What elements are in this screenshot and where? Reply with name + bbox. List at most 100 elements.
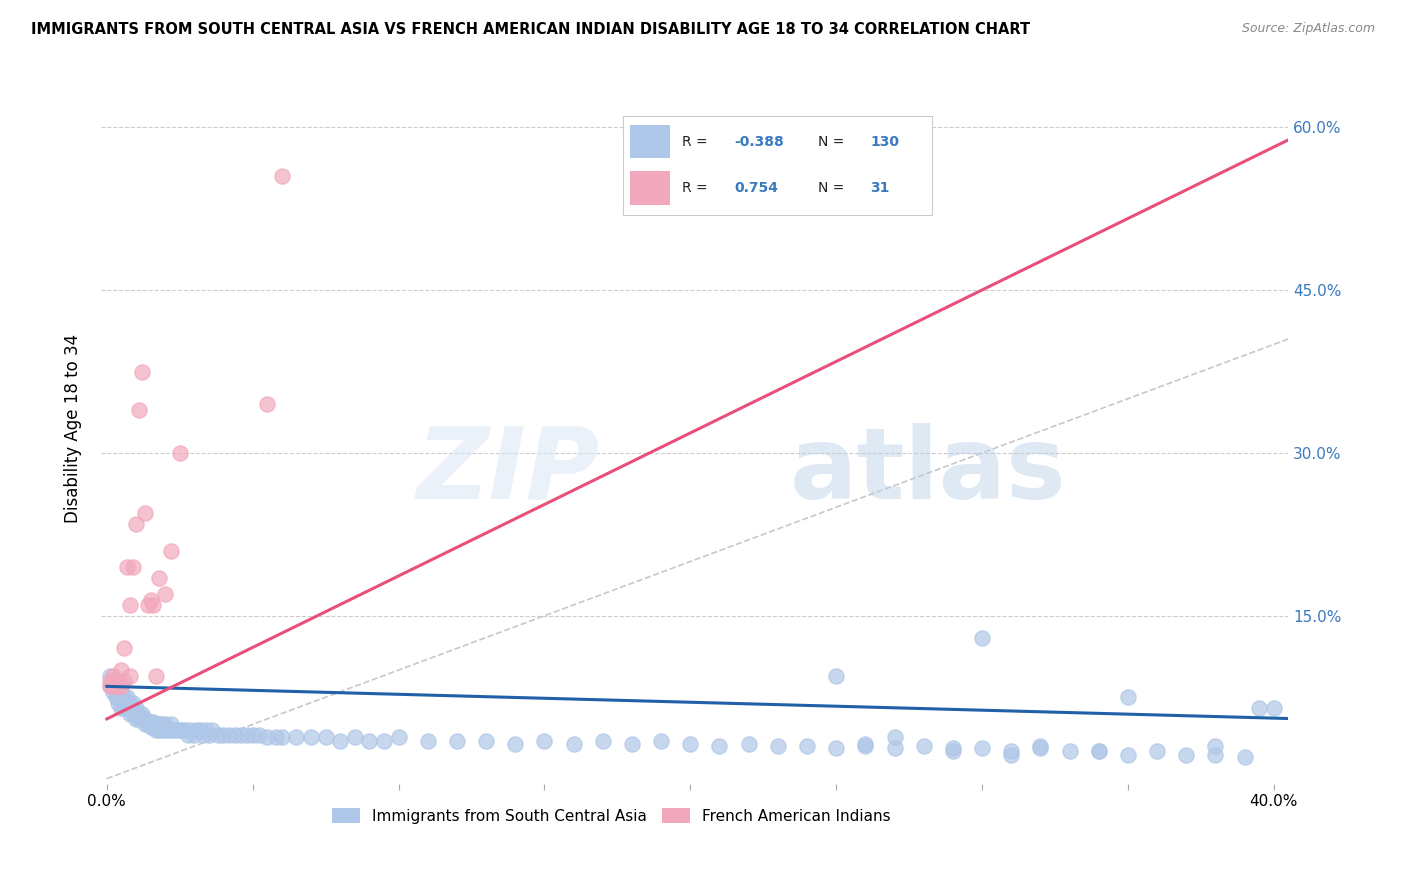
Point (766, 739, 789, 753)
Point (110, 701, 132, 715)
Point (150, 723, 173, 737)
Point (533, 733, 555, 747)
Point (359, 733, 381, 747)
Point (122, 701, 145, 715)
Point (120, 706, 142, 721)
Point (285, 731, 308, 745)
Point (115, 560, 138, 574)
Point (128, 402, 150, 417)
Point (125, 516, 148, 531)
Point (224, 728, 246, 742)
Point (142, 715, 165, 730)
Point (104, 673, 127, 688)
Point (107, 673, 129, 688)
Point (186, 723, 208, 737)
Point (201, 723, 224, 737)
Point (825, 741, 848, 756)
Point (122, 706, 145, 721)
Point (256, 397, 278, 411)
Point (1087, 744, 1109, 758)
Point (796, 739, 818, 753)
Point (562, 737, 585, 751)
Point (1205, 739, 1227, 753)
Point (122, 696, 145, 710)
Point (142, 598, 165, 612)
Point (104, 679, 127, 693)
Point (110, 690, 132, 705)
Point (177, 728, 200, 742)
Point (264, 731, 287, 745)
Point (104, 690, 127, 705)
Point (110, 663, 132, 677)
Point (107, 679, 129, 693)
Point (125, 706, 148, 721)
Point (101, 679, 124, 693)
Point (169, 723, 191, 737)
Point (242, 728, 264, 742)
Point (1146, 744, 1168, 758)
Point (128, 712, 150, 726)
Point (942, 741, 965, 756)
Point (188, 723, 211, 737)
Point (148, 571, 170, 585)
Point (373, 733, 395, 747)
Point (163, 723, 186, 737)
Point (112, 641, 135, 656)
Point (125, 701, 148, 715)
Point (131, 365, 153, 379)
Point (134, 717, 156, 731)
Point (416, 733, 439, 747)
Point (592, 733, 614, 747)
Point (120, 598, 142, 612)
Point (475, 733, 498, 747)
Point (329, 733, 352, 747)
Point (104, 685, 127, 699)
Point (101, 685, 124, 699)
Point (315, 731, 337, 745)
Point (110, 679, 132, 693)
Point (1059, 744, 1081, 758)
Point (191, 728, 214, 742)
Point (115, 696, 138, 710)
Point (207, 728, 229, 742)
Point (620, 737, 643, 751)
Point (1000, 744, 1022, 758)
Point (112, 673, 135, 688)
Text: ZIP: ZIP (416, 423, 600, 520)
Point (122, 560, 145, 574)
Point (229, 728, 252, 742)
Point (142, 719, 165, 733)
Point (970, 631, 993, 645)
Point (101, 679, 124, 693)
Point (343, 731, 366, 745)
Point (139, 715, 162, 730)
Point (679, 737, 702, 751)
Point (195, 723, 218, 737)
Point (172, 723, 194, 737)
Point (136, 598, 159, 612)
Point (942, 744, 965, 758)
Point (709, 739, 731, 753)
Point (825, 668, 848, 682)
Point (110, 679, 132, 693)
Point (169, 446, 191, 460)
Point (912, 739, 935, 753)
Point (1205, 747, 1227, 762)
Text: atlas: atlas (790, 423, 1066, 520)
Point (737, 737, 759, 751)
Point (110, 685, 132, 699)
Point (139, 719, 162, 733)
Point (198, 728, 221, 742)
Point (247, 728, 270, 742)
Point (104, 679, 127, 693)
Point (148, 723, 170, 737)
Point (174, 723, 197, 737)
Text: Source: ZipAtlas.com: Source: ZipAtlas.com (1241, 22, 1375, 36)
Point (270, 169, 292, 183)
Point (503, 737, 526, 751)
Point (131, 706, 153, 721)
Point (145, 723, 167, 737)
Point (112, 690, 135, 705)
Point (107, 696, 129, 710)
Point (299, 731, 322, 745)
